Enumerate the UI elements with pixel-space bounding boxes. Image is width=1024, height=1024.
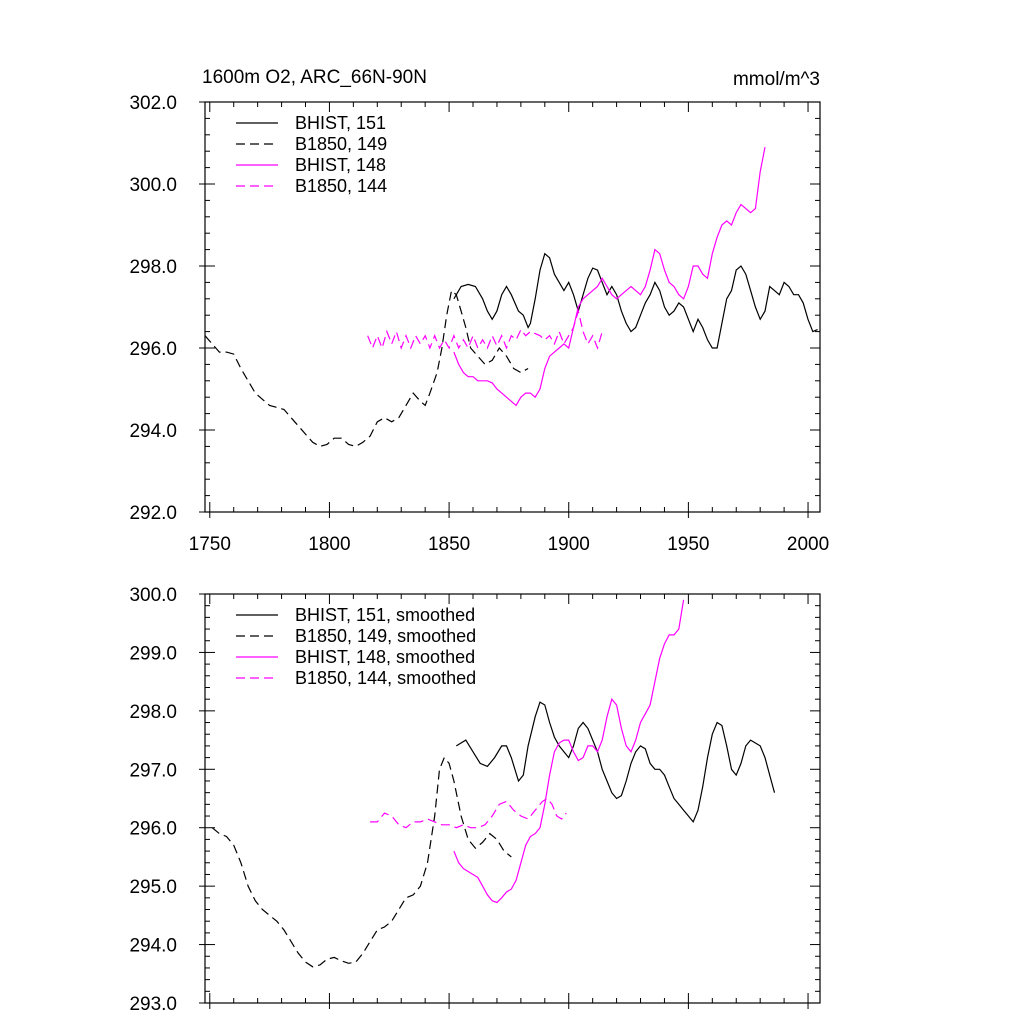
top-chart-units: mmol/m^3 bbox=[733, 69, 820, 90]
bottom-series-line-1 bbox=[455, 701, 776, 824]
bottom-y-tick-label: 299.0 bbox=[129, 643, 177, 664]
top-plot-frame bbox=[204, 101, 821, 513]
bottom-legend-label-2: B1850, 149, smoothed bbox=[295, 626, 476, 646]
top-y-tick-label: 298.0 bbox=[129, 257, 177, 278]
top-chart-panel: 1750 1800 1850 1900 1950 2000 292.0 294.0 296.0 2… bbox=[129, 93, 829, 555]
bottom-y-tick-label: 298.0 bbox=[129, 702, 177, 723]
top-y-tick-label: 296.0 bbox=[129, 339, 177, 360]
top-legend-label-3: BHIST, 148 bbox=[295, 155, 386, 175]
top-y-tick-label: 302.0 bbox=[129, 93, 177, 114]
top-x-tick-label: 1850 bbox=[428, 534, 470, 555]
bottom-legend-label-3: BHIST, 148, smoothed bbox=[295, 647, 475, 667]
top-legend-label-1: BHIST, 151 bbox=[295, 113, 386, 133]
top-x-tick-label: 1900 bbox=[548, 534, 590, 555]
top-series-line-1 bbox=[453, 252, 818, 349]
top-x-tick-label: 2000 bbox=[787, 534, 829, 555]
bottom-legend-label-4: B1850, 144, smoothed bbox=[295, 668, 476, 688]
top-legend-label-4: B1850, 144 bbox=[295, 176, 387, 196]
bottom-y-tick-label: 293.0 bbox=[129, 994, 177, 1015]
top-series-line-2 bbox=[205, 289, 529, 448]
bottom-chart-panel: 293.0 294.0 295.0 296.0 297.0 298.0 299.0 300.0… bbox=[129, 585, 821, 1015]
bottom-legend-label-1: BHIST, 151, smoothed bbox=[295, 605, 475, 625]
top-y-tick-label: 292.0 bbox=[129, 503, 177, 524]
bottom-y-tick-label: 300.0 bbox=[129, 585, 177, 606]
bottom-series-line-2 bbox=[211, 756, 512, 968]
top-legend-label-2: B1850, 149 bbox=[295, 134, 387, 154]
top-x-tick-label: 1750 bbox=[189, 534, 231, 555]
bottom-y-tick-label: 297.0 bbox=[129, 760, 177, 781]
bottom-series-line-3 bbox=[453, 599, 685, 904]
bottom-y-tick-label: 296.0 bbox=[129, 819, 177, 840]
top-series-line-3 bbox=[453, 146, 766, 407]
bottom-plot-frame bbox=[204, 593, 821, 1004]
top-y-tick-label: 294.0 bbox=[129, 421, 177, 442]
bottom-y-tick-label: 295.0 bbox=[129, 877, 177, 898]
top-x-tick-label: 1800 bbox=[308, 534, 350, 555]
top-y-tick-label: 300.0 bbox=[129, 175, 177, 196]
bottom-y-tick-label: 294.0 bbox=[129, 936, 177, 957]
top-chart-title: 1600m O2, ARC_66N-90N bbox=[202, 67, 427, 88]
bottom-series-line-4 bbox=[370, 797, 567, 829]
top-x-tick-label: 1950 bbox=[667, 534, 709, 555]
top-series-line-4 bbox=[367, 308, 603, 350]
